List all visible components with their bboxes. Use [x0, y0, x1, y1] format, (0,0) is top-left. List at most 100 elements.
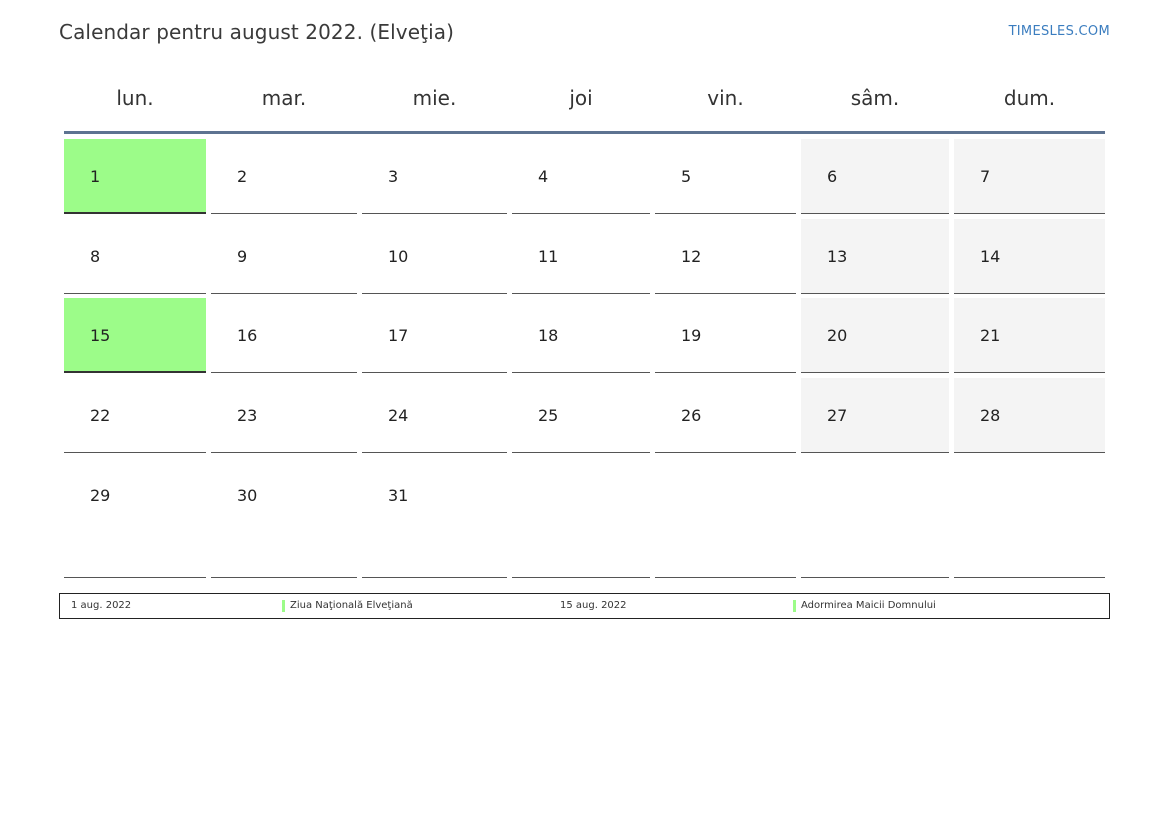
cell-underline: [801, 293, 949, 294]
cell-underline: [362, 293, 507, 294]
day-cell[interactable]: 18: [512, 298, 650, 373]
weekday-label: sâm.: [850, 86, 900, 110]
holiday-name: Ziua Naţională Elveţiană: [290, 600, 413, 611]
day-number: 1: [90, 167, 101, 186]
cell-underline: [512, 577, 650, 578]
day-cell[interactable]: 1: [64, 139, 206, 214]
cell-underline: [655, 577, 796, 578]
day-number: 19: [681, 326, 702, 345]
cell-underline: [512, 452, 650, 453]
day-number: 16: [237, 326, 258, 345]
day-number: 2: [237, 167, 248, 186]
day-cell[interactable]: 21: [954, 298, 1105, 373]
day-cell[interactable]: 24: [362, 378, 507, 453]
day-cell[interactable]: 16: [211, 298, 357, 373]
day-cell[interactable]: [512, 458, 650, 578]
day-number: 22: [90, 406, 111, 425]
cell-underline: [362, 372, 507, 373]
day-cell[interactable]: 15: [64, 298, 206, 373]
day-cell[interactable]: 9: [211, 219, 357, 294]
day-cell[interactable]: 28: [954, 378, 1105, 453]
day-cell[interactable]: [954, 458, 1105, 578]
day-number: 28: [980, 406, 1001, 425]
day-number: 12: [681, 247, 702, 266]
day-cell[interactable]: 3: [362, 139, 507, 214]
cell-underline: [64, 293, 206, 294]
day-number: 10: [388, 247, 409, 266]
cell-underline: [512, 213, 650, 214]
cell-underline: [801, 213, 949, 214]
day-cell[interactable]: 5: [655, 139, 796, 214]
day-number: 24: [388, 406, 409, 425]
weekday-label: vin.: [707, 86, 744, 110]
holiday-legend: 1 aug. 2022 Ziua Naţională Elveţiană 15 …: [59, 593, 1110, 619]
cell-underline: [362, 577, 507, 578]
day-cell[interactable]: 27: [801, 378, 949, 453]
day-number: 31: [388, 486, 409, 505]
day-cell[interactable]: [655, 458, 796, 578]
day-cell[interactable]: 4: [512, 139, 650, 214]
cell-underline: [211, 293, 357, 294]
day-number: 7: [980, 167, 991, 186]
weekday-label: mar.: [261, 86, 307, 110]
day-cell[interactable]: 23: [211, 378, 357, 453]
cell-underline: [362, 213, 507, 214]
day-number: 17: [388, 326, 409, 345]
day-cell[interactable]: 19: [655, 298, 796, 373]
cell-underline: [362, 452, 507, 453]
holiday-date: 1 aug. 2022: [71, 600, 132, 611]
day-number: 5: [681, 167, 692, 186]
day-number: 13: [827, 247, 848, 266]
day-cell[interactable]: 7: [954, 139, 1105, 214]
cell-underline: [211, 452, 357, 453]
holiday-marker: [282, 600, 285, 612]
cell-underline: [954, 293, 1105, 294]
day-cell[interactable]: 25: [512, 378, 650, 453]
weekday-label: dum.: [1003, 86, 1056, 110]
day-cell[interactable]: 6: [801, 139, 949, 214]
day-cell[interactable]: 17: [362, 298, 507, 373]
day-cell[interactable]: 20: [801, 298, 949, 373]
day-cell[interactable]: 11: [512, 219, 650, 294]
day-cell[interactable]: 12: [655, 219, 796, 294]
cell-underline: [954, 577, 1105, 578]
cell-underline: [655, 293, 796, 294]
weekday-label: mie.: [412, 86, 457, 110]
day-cell[interactable]: 10: [362, 219, 507, 294]
day-cell[interactable]: 29: [64, 458, 206, 578]
day-number: 9: [237, 247, 248, 266]
day-cell[interactable]: 2: [211, 139, 357, 214]
cell-underline: [211, 372, 357, 373]
cell-underline: [512, 372, 650, 373]
day-number: 3: [388, 167, 399, 186]
day-number: 8: [90, 247, 101, 266]
cell-underline: [655, 213, 796, 214]
brand-link[interactable]: TIMESLES.COM: [1008, 24, 1110, 39]
day-number: 30: [237, 486, 258, 505]
day-number: 26: [681, 406, 702, 425]
day-cell[interactable]: 8: [64, 219, 206, 294]
cell-underline: [954, 213, 1105, 214]
day-number: 18: [538, 326, 559, 345]
cell-underline: [801, 372, 949, 373]
day-number: 23: [237, 406, 258, 425]
day-number: 11: [538, 247, 559, 266]
day-cell[interactable]: 31: [362, 458, 507, 578]
day-cell[interactable]: 14: [954, 219, 1105, 294]
day-cell[interactable]: [801, 458, 949, 578]
day-number: 15: [90, 326, 111, 345]
day-cell[interactable]: 26: [655, 378, 796, 453]
cell-underline: [801, 577, 949, 578]
day-cell[interactable]: 13: [801, 219, 949, 294]
day-number: 21: [980, 326, 1001, 345]
day-cell[interactable]: 30: [211, 458, 357, 578]
cell-underline: [954, 372, 1105, 373]
day-cell[interactable]: 22: [64, 378, 206, 453]
cell-underline: [954, 452, 1105, 453]
weekday-label: joi: [569, 86, 593, 110]
day-number: 25: [538, 406, 559, 425]
cell-underline: [64, 371, 206, 373]
cell-underline: [211, 213, 357, 214]
day-number: 14: [980, 247, 1001, 266]
day-number: 27: [827, 406, 848, 425]
